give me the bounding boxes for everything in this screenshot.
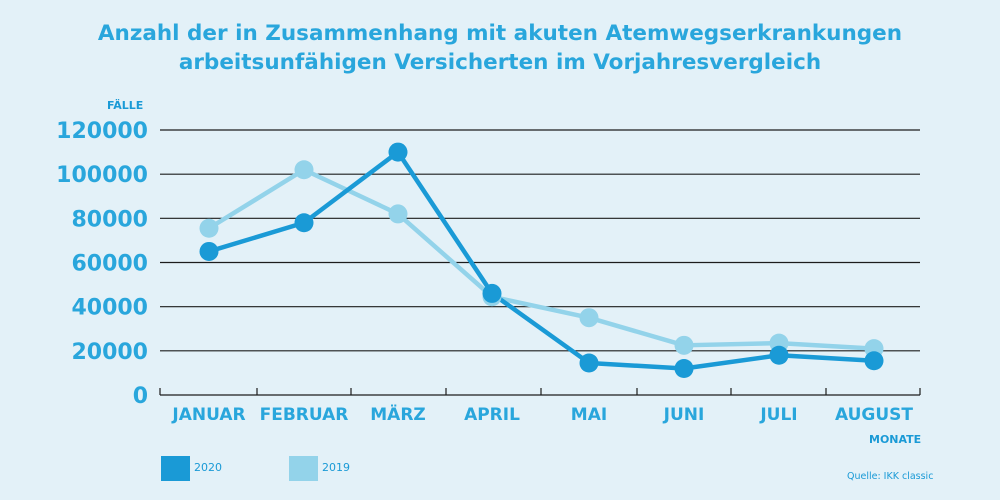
legend-label-2020: 2020 (194, 461, 222, 474)
grid-lines (160, 129, 920, 352)
legend-swatch-2019 (289, 456, 318, 481)
y-axis-label: FÄLLE (107, 99, 144, 112)
series-lines (207, 149, 875, 371)
data-point-2020 (482, 283, 502, 303)
x-axis-label: MONATE (869, 433, 922, 446)
x-tick-label: JULI (759, 405, 797, 425)
x-axis (159, 388, 921, 396)
y-tick-label: 20000 (71, 340, 148, 365)
x-tick-label: MAI (571, 405, 607, 425)
chart-title-line-1: Anzahl der in Zusammenhang mit akuten At… (97, 21, 903, 46)
series-points (199, 142, 884, 378)
x-tick-label: MÄRZ (370, 403, 426, 425)
x-tick-label: JANUAR (171, 405, 245, 425)
x-tick-label: JUNI (663, 405, 705, 425)
data-point-2020 (388, 142, 408, 162)
chart-title-line-2: arbeitsunfähigen Versicherten im Vorjahr… (178, 50, 822, 75)
data-point-2020 (199, 241, 219, 261)
legend-label-2019: 2019 (322, 461, 350, 474)
y-tick-label: 0 (133, 384, 148, 409)
data-point-2020 (864, 351, 884, 371)
data-point-2020 (674, 359, 694, 378)
x-tick-label: APRIL (464, 405, 520, 425)
data-point-2019 (294, 160, 314, 180)
legend-swatch-2020 (161, 456, 190, 481)
source-note: Quelle: IKK classic (847, 471, 934, 482)
y-tick-label: 100000 (56, 163, 148, 188)
x-tick-label: FEBRUAR (260, 405, 349, 425)
data-point-2020 (294, 213, 314, 233)
y-tick-label: 60000 (71, 252, 148, 277)
y-tick-label: 80000 (71, 207, 148, 232)
data-point-2020 (769, 345, 789, 365)
y-tick-label: 40000 (71, 296, 148, 321)
x-tick-label: AUGUST (835, 405, 913, 425)
series-line-2019 (207, 167, 875, 351)
series-line-2020 (208, 149, 875, 371)
y-tick-labels: 0 20000 40000 60000 80000 100000 120000 (56, 119, 148, 409)
x-tick-labels: JANUAR FEBRUAR MÄRZ APRIL MAI JUNI JULI AUGUST (171, 403, 913, 425)
data-point-2019 (579, 308, 599, 328)
data-point-2020 (579, 353, 599, 373)
y-tick-label: 120000 (56, 119, 148, 144)
data-point-2019 (388, 204, 408, 224)
data-point-2019 (674, 335, 694, 355)
data-point-2019 (199, 218, 219, 238)
